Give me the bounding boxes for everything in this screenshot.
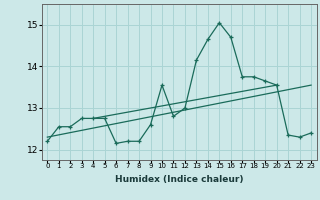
- X-axis label: Humidex (Indice chaleur): Humidex (Indice chaleur): [115, 175, 244, 184]
